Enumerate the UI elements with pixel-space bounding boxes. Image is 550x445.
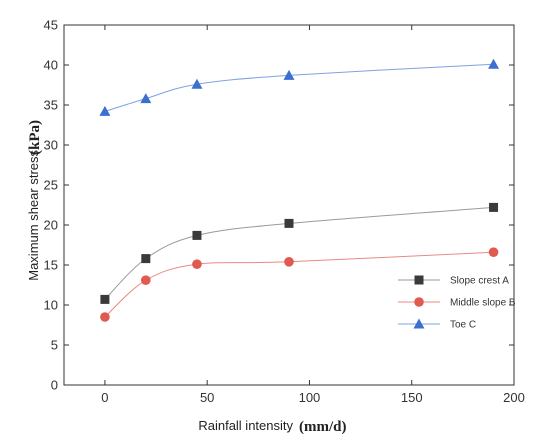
- plot-area: [99, 58, 500, 322]
- y-tick-label: 15: [44, 258, 58, 273]
- data-point: [284, 257, 294, 267]
- y-tick-label: 45: [44, 18, 58, 33]
- x-tick-label: 200: [503, 390, 525, 405]
- y-tick-label: 10: [44, 298, 58, 313]
- data-point: [283, 69, 295, 80]
- series-toe-c: [99, 58, 500, 116]
- y-tick-label: 0: [51, 378, 58, 393]
- data-point: [488, 58, 500, 69]
- legend-marker: [414, 297, 424, 307]
- data-point: [284, 218, 294, 228]
- y-tick-label: 30: [44, 138, 58, 153]
- x-tick-label: 50: [200, 390, 214, 405]
- x-axis-unit: (mm/d): [299, 419, 347, 435]
- plot-frame: [63, 24, 515, 386]
- y-tick-label: 5: [51, 338, 58, 353]
- series-middle-slope-b: [100, 247, 499, 322]
- x-tick-label: 100: [299, 390, 321, 405]
- data-point: [192, 259, 202, 270]
- legend-label: Middle slope B: [450, 298, 516, 309]
- series-line: [104, 251, 494, 318]
- y-tick-label: 20: [44, 218, 58, 233]
- y-axis-label: Maximum shear stress: [26, 150, 41, 281]
- data-point: [140, 93, 152, 104]
- data-point: [489, 202, 499, 212]
- series-line: [104, 63, 494, 112]
- x-axis-label: Rainfall intensity: [198, 418, 293, 433]
- legend-label: Toe C: [450, 320, 476, 331]
- legend: Slope crest A Middle slope B Toe C: [398, 275, 516, 331]
- y-tick-label: 25: [44, 178, 58, 193]
- data-point: [99, 105, 111, 116]
- y-tick-label: 40: [44, 58, 58, 73]
- data-point: [141, 275, 151, 286]
- legend-label: Slope crest A: [450, 276, 509, 287]
- legend-marker: [413, 318, 425, 329]
- data-point: [488, 247, 499, 257]
- x-tick-label: 150: [401, 390, 423, 405]
- series-slope-crest-a: [100, 202, 499, 304]
- x-tick-label: 0: [101, 390, 108, 405]
- legend-marker: [414, 275, 424, 285]
- axes: 0 5 10 15 20 25 30 35 40 45 0 50 100 150 200: [44, 18, 525, 406]
- series-line: [104, 206, 494, 300]
- data-point: [192, 230, 202, 240]
- data-point: [100, 294, 110, 304]
- data-point: [141, 254, 151, 264]
- data-point: [100, 312, 110, 322]
- data-point: [191, 78, 203, 89]
- y-tick-label: 35: [44, 98, 58, 113]
- y-axis-unit: (kPa): [27, 120, 43, 155]
